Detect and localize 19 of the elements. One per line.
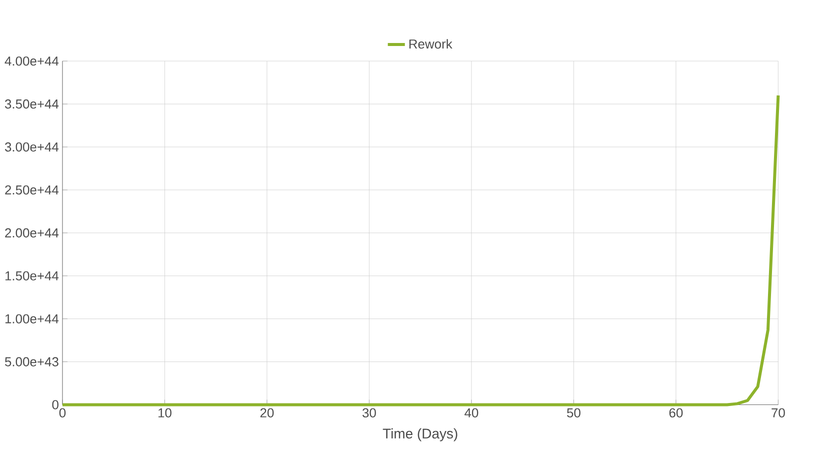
y-tick-label: 2.00e+44 bbox=[5, 228, 59, 238]
y-tick-label: 5.00e+43 bbox=[4, 357, 58, 366]
y-tick-label: 2.50e+44 bbox=[5, 185, 59, 195]
x-tick-label: 20 bbox=[260, 408, 274, 418]
y-tick-label: 1.00e+44 bbox=[5, 314, 59, 324]
x-tick-label: 30 bbox=[362, 408, 376, 418]
y-tick-label: 3.50e+44 bbox=[4, 100, 59, 109]
x-tick-label: 40 bbox=[464, 408, 478, 418]
y-tick-label: 0 bbox=[52, 400, 58, 410]
y-tick-label: 3.00e+44 bbox=[4, 142, 59, 152]
x-axis-title: Time (Days) bbox=[382, 428, 458, 442]
x-tick-label: 60 bbox=[669, 408, 683, 418]
x-tick-label: 70 bbox=[772, 408, 785, 418]
x-tick-label: 0 bbox=[59, 408, 66, 418]
x-tick-label: 50 bbox=[567, 408, 580, 418]
legend-label: Rework bbox=[409, 39, 452, 49]
x-tick-label: 10 bbox=[158, 408, 172, 418]
y-tick-label: 4.00e+44 bbox=[4, 56, 59, 66]
y-tick-label: 1.50e+44 bbox=[5, 271, 59, 281]
